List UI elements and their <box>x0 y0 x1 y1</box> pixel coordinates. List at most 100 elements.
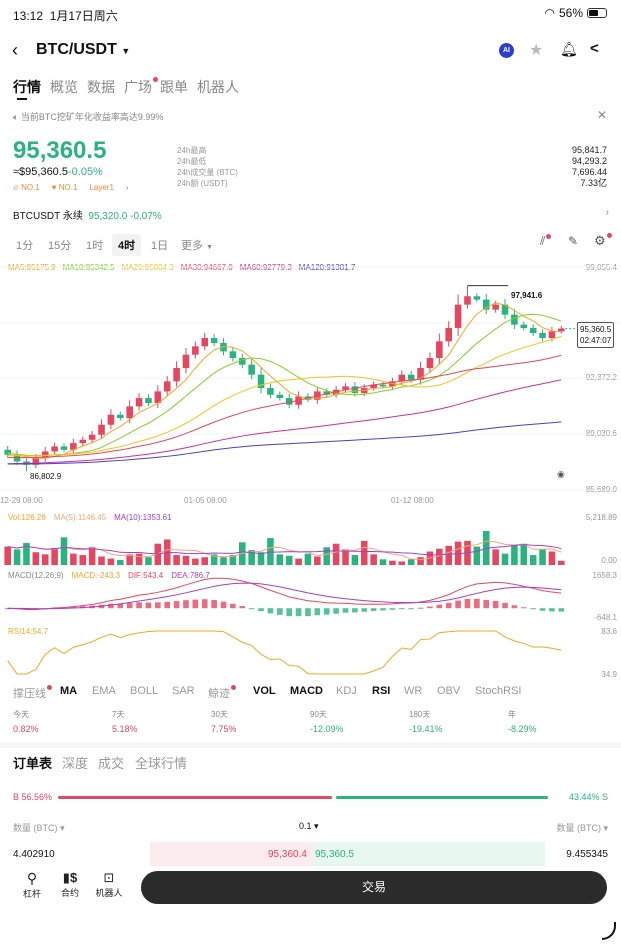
tf-more[interactable]: 更多 ▼ <box>175 234 219 256</box>
draw-pen-icon[interactable]: ✎ <box>568 234 579 248</box>
speaker-icon: 🔈︎ <box>13 112 19 122</box>
stat-label: 24h最低 <box>177 157 207 166</box>
notice-bar[interactable]: 🔈︎ 当前BTC挖矿年化收益率高达9.99% <box>13 110 163 123</box>
legend-item: MACD(12,26,9) <box>8 571 64 580</box>
tab-overview[interactable]: 概览 <box>50 79 78 95</box>
ma-line <box>7 379 562 465</box>
price-change: -0.05% <box>67 166 103 178</box>
tab-global[interactable]: 全球行情 <box>135 756 188 771</box>
bid-depth-bar <box>150 842 313 866</box>
ai-button[interactable]: AI <box>499 43 514 58</box>
dea-line <box>7 582 562 610</box>
tab-trades[interactable]: 成交 <box>98 756 125 771</box>
macd-histogram-bar <box>549 608 555 612</box>
indicator-tab[interactable]: KDJ <box>336 685 357 697</box>
macd-histogram-bar <box>286 608 293 617</box>
tab-data[interactable]: 数据 <box>87 79 115 95</box>
tab-orderbook[interactable]: 订单表 <box>13 756 53 771</box>
share-icon[interactable]: < <box>590 40 599 57</box>
legend-item: MACD:-243.3 <box>71 571 121 580</box>
tf-15m[interactable]: 15分 <box>48 240 72 252</box>
candle-countdown: 02:47:07 <box>580 336 612 345</box>
period-label: 7天 <box>112 710 125 719</box>
tf-4h[interactable]: 4时 <box>112 234 142 256</box>
tab-underline <box>17 98 27 100</box>
indicator-tab[interactable]: WR <box>404 685 422 697</box>
volume-bar <box>445 545 452 565</box>
ask-price[interactable]: 95,360.5 <box>315 849 354 860</box>
macd-histogram-bar <box>276 608 283 615</box>
resize-handle[interactable] <box>602 922 616 940</box>
indicator-tab[interactable]: VOL <box>253 685 276 697</box>
candle-body <box>417 368 424 380</box>
tf-1d[interactable]: 1日 <box>151 240 169 252</box>
indicator-tab[interactable]: 撑压线 <box>13 685 52 701</box>
indicator-tab[interactable]: StochRSI <box>475 685 521 697</box>
eye-icon[interactable]: ◉ <box>557 469 565 479</box>
bid-price[interactable]: 95,360.4 <box>268 849 307 860</box>
indicator-tab[interactable]: BOLL <box>130 685 158 697</box>
ma-line <box>7 336 562 457</box>
nav-label: 合约 <box>60 888 79 898</box>
candle-body <box>248 364 255 375</box>
indicator-label: MACD <box>290 685 323 697</box>
settings-gear-icon[interactable]: ⚙ <box>594 233 612 249</box>
volume-bar <box>135 553 143 565</box>
bell-plus-icon[interactable]: 🔔︎ <box>560 41 578 57</box>
tab-square[interactable]: 广场 <box>124 77 158 97</box>
indicator-tab[interactable]: SAR <box>172 685 195 697</box>
qty-unit-right[interactable]: 数量 (BTC) ▾ <box>556 823 608 833</box>
macd-histogram-bar <box>211 600 217 609</box>
volume-bar <box>210 554 218 565</box>
perp-row[interactable]: BTCUSDT 永续 95,320.0 -0.07% › <box>13 207 609 222</box>
indicator-tab[interactable]: OBV <box>437 685 460 697</box>
nav-futures[interactable]: ▮$ 合约 <box>50 870 90 899</box>
indicator-tab[interactable]: RSI <box>372 685 390 697</box>
tf-1m[interactable]: 1分 <box>16 240 34 252</box>
candle-body <box>107 414 115 425</box>
price-step-select[interactable]: 0.1 ▾ <box>299 821 319 831</box>
volume-bar <box>342 549 349 565</box>
indicator-tab[interactable]: EMA <box>92 685 116 697</box>
volume-bar <box>511 544 518 565</box>
tab-copy-trade[interactable]: 跟单 <box>160 79 188 95</box>
tab-bots[interactable]: 机器人 <box>197 79 239 95</box>
indicator-tab[interactable]: 鲸迹 <box>208 685 236 701</box>
period-label: 30天 <box>211 710 228 719</box>
chevron-right-icon[interactable]: › <box>125 183 129 192</box>
hot-badge[interactable]: 🔥︎ NO.1 <box>13 183 40 192</box>
candle-body <box>323 391 331 395</box>
legend-item: MA(10):1353.61 <box>114 513 172 522</box>
back-button[interactable]: ‹ <box>12 40 18 60</box>
star-icon[interactable]: ★ <box>529 42 544 59</box>
volume-bar <box>117 560 124 565</box>
candle-body <box>182 354 190 369</box>
pair-selector[interactable]: BTC/USDT ▼ <box>36 41 130 59</box>
candle-body <box>201 337 209 347</box>
status-time: 13:12 1月17日周六 <box>13 7 118 24</box>
heart-badge[interactable]: ♥ NO.1 <box>51 183 78 192</box>
wifi-icon: ◠ <box>544 6 555 20</box>
macd-histogram-bar <box>220 601 227 609</box>
indicator-tab[interactable]: MACD <box>290 685 323 697</box>
macd-histogram-bar <box>436 604 443 609</box>
nav-bots[interactable]: ⊡ 机器人 <box>89 870 129 899</box>
badges: 🔥︎ NO.1 ♥ NO.1 Layer1 › <box>13 183 129 193</box>
tf-1h[interactable]: 1时 <box>86 240 104 252</box>
macd-histogram-bar <box>361 608 368 612</box>
nav-margin[interactable]: ⚲ 杠杆 <box>12 870 52 900</box>
trade-button[interactable]: 交易 <box>141 871 607 904</box>
layer-badge[interactable]: Layer1 <box>89 183 114 192</box>
indicator-label: StochRSI <box>475 685 522 697</box>
candle-body <box>351 386 359 394</box>
kline-chart[interactable] <box>0 258 621 683</box>
qty-unit-left[interactable]: 数量 (BTC) ▾ <box>13 823 65 833</box>
indicator-icon[interactable]: ⫽ <box>540 234 552 249</box>
macd-histogram-bar <box>398 608 405 610</box>
tab-depth[interactable]: 深度 <box>62 756 89 771</box>
indicator-tab[interactable]: MA <box>60 685 77 697</box>
battery-level: 56% <box>558 6 583 20</box>
tab-market[interactable]: 行情 <box>13 79 41 95</box>
close-icon[interactable]: ✕ <box>596 108 607 122</box>
macd-histogram-bar <box>305 608 311 617</box>
